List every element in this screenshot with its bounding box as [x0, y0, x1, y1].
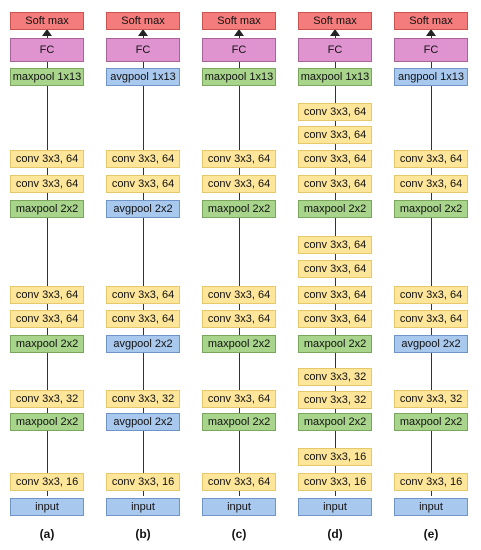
conv-block: conv 3x3, 64	[202, 286, 276, 304]
conv-block: conv 3x3, 64	[202, 150, 276, 168]
connector-line	[238, 36, 240, 496]
arrow-up-icon	[42, 29, 52, 36]
connector-line	[46, 36, 48, 496]
conv-block: conv 3x3, 64	[202, 473, 276, 491]
conv-block: conv 3x3, 64	[298, 286, 372, 304]
arrow-up-icon	[138, 29, 148, 36]
maxpool-block: maxpool 2x2	[202, 200, 276, 218]
input-block: input	[202, 498, 276, 516]
conv-block: conv 3x3, 64	[10, 175, 84, 193]
conv-block: conv 3x3, 64	[298, 126, 372, 144]
maxpool-block: maxpool 1x13	[202, 68, 276, 86]
conv-block: conv 3x3, 64	[202, 390, 276, 408]
input-block: input	[298, 498, 372, 516]
softmax-block: Soft max	[10, 12, 84, 30]
conv-block: conv 3x3, 64	[394, 175, 468, 193]
conv-block: conv 3x3, 64	[298, 236, 372, 254]
conv-block: conv 3x3, 32	[298, 368, 372, 386]
maxpool-block: maxpool 2x2	[298, 200, 372, 218]
conv-block: conv 3x3, 64	[10, 150, 84, 168]
conv-block: conv 3x3, 16	[298, 448, 372, 466]
avgpool-block: angpool 1x13	[394, 68, 468, 86]
conv-block: conv 3x3, 64	[106, 286, 180, 304]
fc-block: FC	[394, 38, 468, 62]
network-column-2: Soft max FC avgpool 1x13 conv 3x3, 64 conv 3…	[104, 0, 182, 550]
avgpool-block: avgpool 2x2	[106, 200, 180, 218]
maxpool-block: maxpool 2x2	[10, 200, 84, 218]
input-block: input	[106, 498, 180, 516]
conv-block: conv 3x3, 64	[394, 286, 468, 304]
conv-block: conv 3x3, 16	[394, 473, 468, 491]
conv-block: conv 3x3, 16	[106, 473, 180, 491]
maxpool-block: maxpool 2x2	[394, 200, 468, 218]
conv-block: conv 3x3, 64	[298, 103, 372, 121]
conv-block: conv 3x3, 64	[202, 310, 276, 328]
column-caption: (d)	[327, 527, 343, 541]
avgpool-block: avgpool 2x2	[394, 335, 468, 353]
connector-line	[430, 36, 432, 496]
conv-block: conv 3x3, 64	[394, 150, 468, 168]
conv-block: conv 3x3, 64	[10, 286, 84, 304]
maxpool-block: maxpool 2x2	[202, 413, 276, 431]
network-column-1: Soft max FC maxpool 1x13 conv 3x3, 64 conv 3…	[8, 0, 86, 550]
maxpool-block: maxpool 2x2	[202, 335, 276, 353]
conv-block: conv 3x3, 32	[10, 390, 84, 408]
column-caption: (c)	[231, 527, 247, 541]
conv-block: conv 3x3, 64	[106, 175, 180, 193]
conv-block: conv 3x3, 32	[298, 391, 372, 409]
fc-block: FC	[298, 38, 372, 62]
maxpool-block: maxpool 1x13	[298, 68, 372, 86]
softmax-block: Soft max	[298, 12, 372, 30]
fc-block: FC	[106, 38, 180, 62]
softmax-block: Soft max	[106, 12, 180, 30]
column-caption: (b)	[135, 527, 151, 541]
network-column-4: Soft max FC maxpool 1x13 conv 3x3, 64 conv 3…	[296, 0, 374, 550]
maxpool-block: maxpool 2x2	[394, 413, 468, 431]
maxpool-block: maxpool 2x2	[298, 335, 372, 353]
conv-block: conv 3x3, 64	[202, 175, 276, 193]
avgpool-block: avgpool 2x2	[106, 413, 180, 431]
conv-block: conv 3x3, 32	[106, 390, 180, 408]
maxpool-block: maxpool 1x13	[10, 68, 84, 86]
fc-block: FC	[10, 38, 84, 62]
conv-block: conv 3x3, 64	[298, 310, 372, 328]
softmax-block: Soft max	[394, 12, 468, 30]
conv-block: conv 3x3, 64	[106, 150, 180, 168]
input-block: input	[10, 498, 84, 516]
arrow-up-icon	[234, 29, 244, 36]
conv-block: conv 3x3, 64	[394, 310, 468, 328]
input-block: input	[394, 498, 468, 516]
column-caption: (e)	[423, 527, 439, 541]
conv-block: conv 3x3, 64	[298, 150, 372, 168]
network-column-5: Soft max FC angpool 1x13 conv 3x3, 64 conv 3…	[392, 0, 470, 550]
maxpool-block: maxpool 2x2	[10, 413, 84, 431]
connector-line	[142, 36, 144, 496]
conv-block: conv 3x3, 16	[298, 473, 372, 491]
column-caption: (a)	[39, 527, 55, 541]
conv-block: conv 3x3, 64	[298, 175, 372, 193]
maxpool-block: maxpool 2x2	[10, 335, 84, 353]
conv-block: conv 3x3, 64	[106, 310, 180, 328]
arrow-up-icon	[426, 29, 436, 36]
maxpool-block: maxpool 2x2	[298, 413, 372, 431]
conv-block: conv 3x3, 64	[298, 260, 372, 278]
avgpool-block: avgpool 2x2	[106, 335, 180, 353]
softmax-block: Soft max	[202, 12, 276, 30]
network-column-3: Soft max FC maxpool 1x13 conv 3x3, 64 conv 3…	[200, 0, 278, 550]
avgpool-block: avgpool 1x13	[106, 68, 180, 86]
conv-block: conv 3x3, 32	[394, 390, 468, 408]
arrow-up-icon	[330, 29, 340, 36]
conv-block: conv 3x3, 64	[10, 310, 84, 328]
fc-block: FC	[202, 38, 276, 62]
conv-block: conv 3x3, 16	[10, 473, 84, 491]
